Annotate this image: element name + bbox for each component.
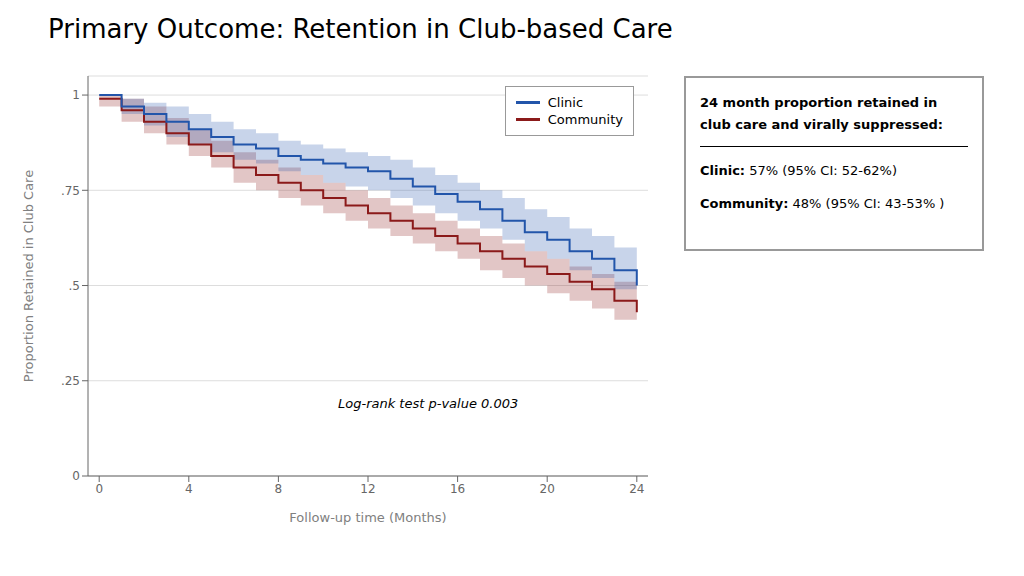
html-text:Community: Community	[547, 112, 623, 127]
html-text:club care and virally suppress: club care and virally suppressed:	[700, 117, 943, 132]
html-text:Community: 48% (95% CI: 43-53%: Community: 48% (95% CI: 43-53% )	[700, 196, 945, 211]
svg-text:Proportion Retained in Club Ca: Proportion Retained in Club Care	[21, 170, 36, 382]
svg-text:8: 8	[275, 482, 283, 496]
html-text:24 month proportion retained i: 24 month proportion retained in	[700, 95, 938, 110]
svg-text:.75: .75	[61, 184, 80, 198]
svg-text:4: 4	[185, 482, 193, 496]
svg-text:.5: .5	[69, 279, 80, 293]
html-text:Clinic: Clinic	[547, 95, 584, 110]
svg-text:16: 16	[450, 482, 465, 496]
html-text:Primary Outcome: Retention in: Primary Outcome: Retention in Club-based…	[48, 14, 673, 44]
svg-text:20: 20	[540, 482, 555, 496]
svg-text:.25: .25	[61, 374, 80, 388]
svg-text:0: 0	[95, 482, 103, 496]
svg-text:0: 0	[72, 469, 80, 483]
svg-text:24: 24	[629, 482, 644, 496]
html-text:Clinic: 57% (95% CI: 52-62%): Clinic: 57% (95% CI: 52-62%)	[700, 163, 897, 178]
html-text:Log-rank test p-value 0.003: Log-rank test p-value 0.003	[338, 396, 519, 411]
svg-text:Follow-up time (Months): Follow-up time (Months)	[289, 510, 446, 525]
svg-text:12: 12	[360, 482, 375, 496]
svg-text:1: 1	[72, 88, 80, 102]
